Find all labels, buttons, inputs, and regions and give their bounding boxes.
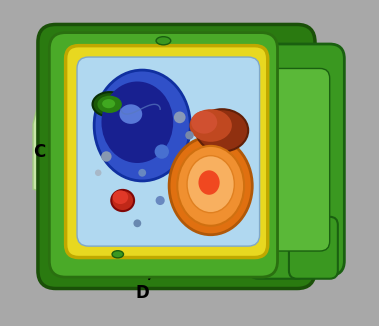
Ellipse shape (92, 92, 127, 116)
Circle shape (95, 170, 102, 176)
Ellipse shape (191, 111, 217, 134)
Circle shape (138, 169, 146, 177)
FancyBboxPatch shape (250, 217, 305, 279)
FancyBboxPatch shape (255, 68, 330, 251)
Ellipse shape (119, 104, 142, 124)
Circle shape (155, 144, 169, 159)
Ellipse shape (177, 146, 244, 226)
Text: D: D (135, 252, 162, 303)
Polygon shape (33, 46, 255, 222)
Ellipse shape (94, 70, 190, 181)
Ellipse shape (113, 190, 128, 204)
Ellipse shape (187, 156, 234, 213)
Ellipse shape (199, 170, 220, 195)
Circle shape (133, 219, 141, 227)
Text: C: C (33, 142, 135, 161)
Circle shape (185, 131, 194, 140)
Ellipse shape (169, 137, 252, 235)
Text: A: A (152, 32, 186, 86)
Ellipse shape (196, 109, 248, 152)
FancyBboxPatch shape (240, 44, 345, 275)
Ellipse shape (97, 96, 122, 113)
FancyBboxPatch shape (38, 24, 315, 289)
Ellipse shape (112, 251, 124, 258)
Ellipse shape (190, 109, 232, 142)
FancyBboxPatch shape (77, 57, 260, 246)
FancyBboxPatch shape (66, 46, 268, 258)
Text: B: B (69, 56, 101, 94)
Ellipse shape (111, 190, 134, 211)
Circle shape (101, 151, 111, 162)
Ellipse shape (102, 99, 115, 108)
Circle shape (174, 111, 186, 123)
Circle shape (156, 196, 165, 205)
Ellipse shape (156, 37, 171, 45)
FancyBboxPatch shape (289, 217, 338, 279)
FancyBboxPatch shape (49, 33, 277, 277)
Ellipse shape (102, 82, 173, 163)
